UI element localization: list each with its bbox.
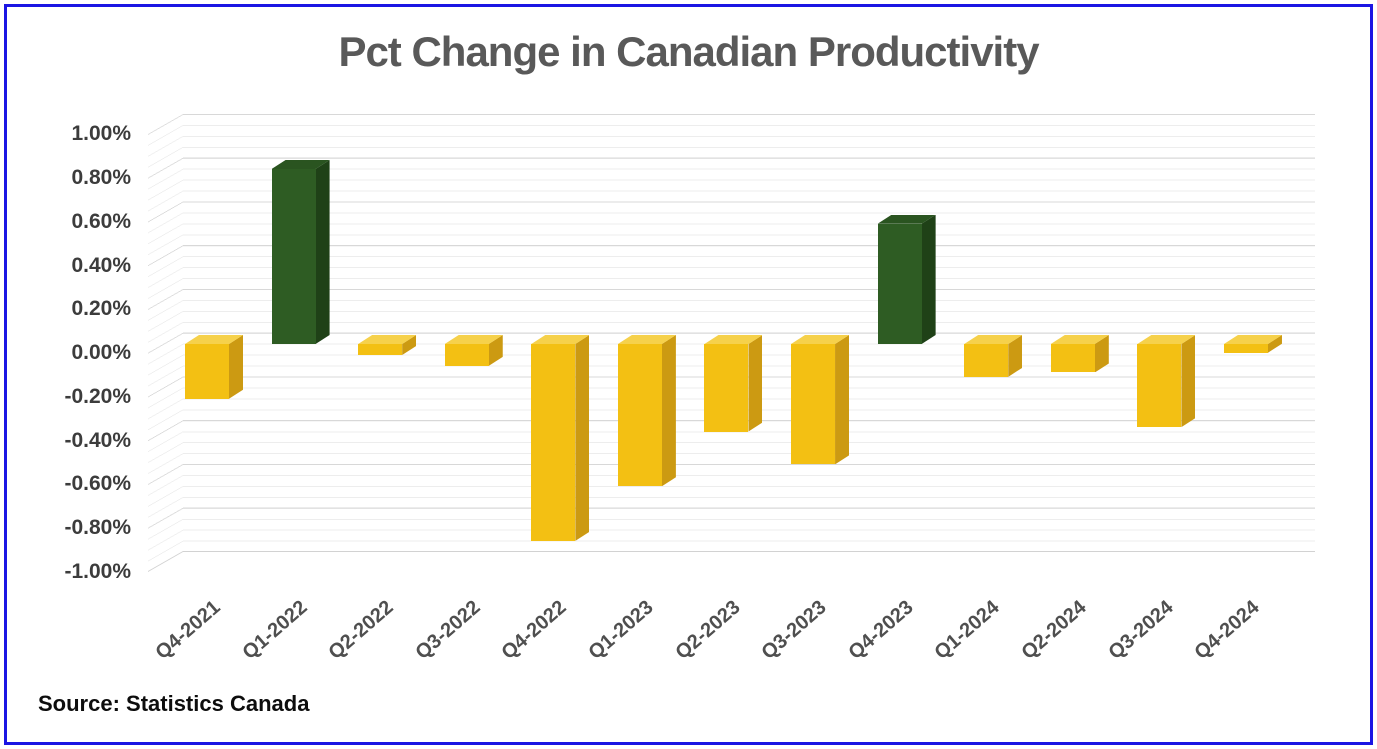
x-tick-label-q2-2022: Q2-2022 (324, 596, 398, 664)
bar-top-face (358, 335, 417, 344)
plot-back-wall (183, 114, 1315, 552)
bar-side-face (575, 335, 589, 541)
x-tick-label-q4-2021: Q4-2021 (151, 596, 225, 664)
y-tick-label: 0.60% (71, 209, 131, 233)
x-tick-label-q2-2023: Q2-2023 (671, 596, 745, 664)
bar-front-face (877, 223, 922, 344)
bar-front-face (358, 344, 403, 355)
x-tick-label-q4-2024: Q4-2024 (1190, 596, 1264, 664)
bar-top-face (1137, 335, 1196, 344)
bar-top-face (791, 335, 850, 344)
bar-front-face (444, 344, 489, 366)
bar-top-face (704, 335, 763, 344)
x-tick-label-q3-2022: Q3-2022 (411, 596, 485, 664)
bar-side-face (1095, 335, 1109, 372)
x-tick-label-q3-2023: Q3-2023 (757, 596, 831, 664)
bar-front-face (271, 169, 316, 344)
chart-title: Pct Change in Canadian Productivity (338, 28, 1039, 75)
bar-front-face (964, 344, 1009, 377)
x-tick-label-q4-2023: Q4-2023 (844, 596, 918, 664)
bar-side-face (1008, 335, 1022, 377)
bar-top-face (185, 335, 243, 344)
bar-side-face (316, 160, 330, 344)
bar-top-face (271, 160, 330, 169)
y-tick-label: -0.20% (64, 384, 131, 408)
bar-top-face (964, 335, 1023, 344)
y-tick-label: -0.60% (64, 472, 131, 496)
bar-side-face (229, 335, 243, 399)
x-tick-label-q1-2024: Q1-2024 (930, 596, 1005, 664)
bar-side-face (835, 335, 849, 464)
x-tick-label-q4-2022: Q4-2022 (497, 596, 572, 664)
x-tick-label-q2-2024: Q2-2024 (1017, 596, 1091, 664)
bar-front-face (617, 344, 662, 487)
x-tick-label-q1-2023: Q1-2023 (584, 596, 658, 664)
bar-side-face (489, 335, 503, 366)
bar-front-face (1137, 344, 1182, 428)
bar-side-face (662, 335, 676, 486)
y-tick-label: 0.00% (71, 341, 131, 364)
bar-front-face (704, 344, 749, 432)
bar-front-face (185, 344, 229, 399)
bar-top-face (877, 214, 936, 224)
bar-top-face (1223, 335, 1282, 344)
bar-top-face (531, 335, 590, 344)
bar-front-face (531, 344, 576, 541)
bar-top-face (444, 335, 503, 344)
bar-side-face (748, 335, 762, 432)
source-note: Source: Statistics Canada (38, 691, 310, 716)
x-tick-label-q1-2022: Q1-2022 (238, 596, 312, 664)
y-tick-label: 1.00% (71, 122, 131, 146)
y-tick-label: 0.40% (71, 253, 131, 277)
y-tick-label: 0.20% (71, 297, 131, 321)
bar-front-face (791, 344, 836, 465)
bar-front-face (1050, 344, 1095, 373)
bar-top-face (1050, 335, 1109, 344)
y-tick-label: -0.40% (64, 428, 131, 452)
y-tick-label: -1.00% (64, 559, 131, 583)
plot-left-wall (148, 114, 183, 572)
y-tick-label: -0.80% (64, 516, 131, 539)
x-tick-label-q3-2024: Q3-2024 (1103, 596, 1178, 664)
bar-side-face (922, 215, 936, 344)
bar-side-face (1181, 335, 1195, 427)
bar-top-face (617, 335, 676, 344)
bar-front-face (1223, 344, 1268, 353)
y-tick-label: 0.80% (71, 166, 131, 189)
